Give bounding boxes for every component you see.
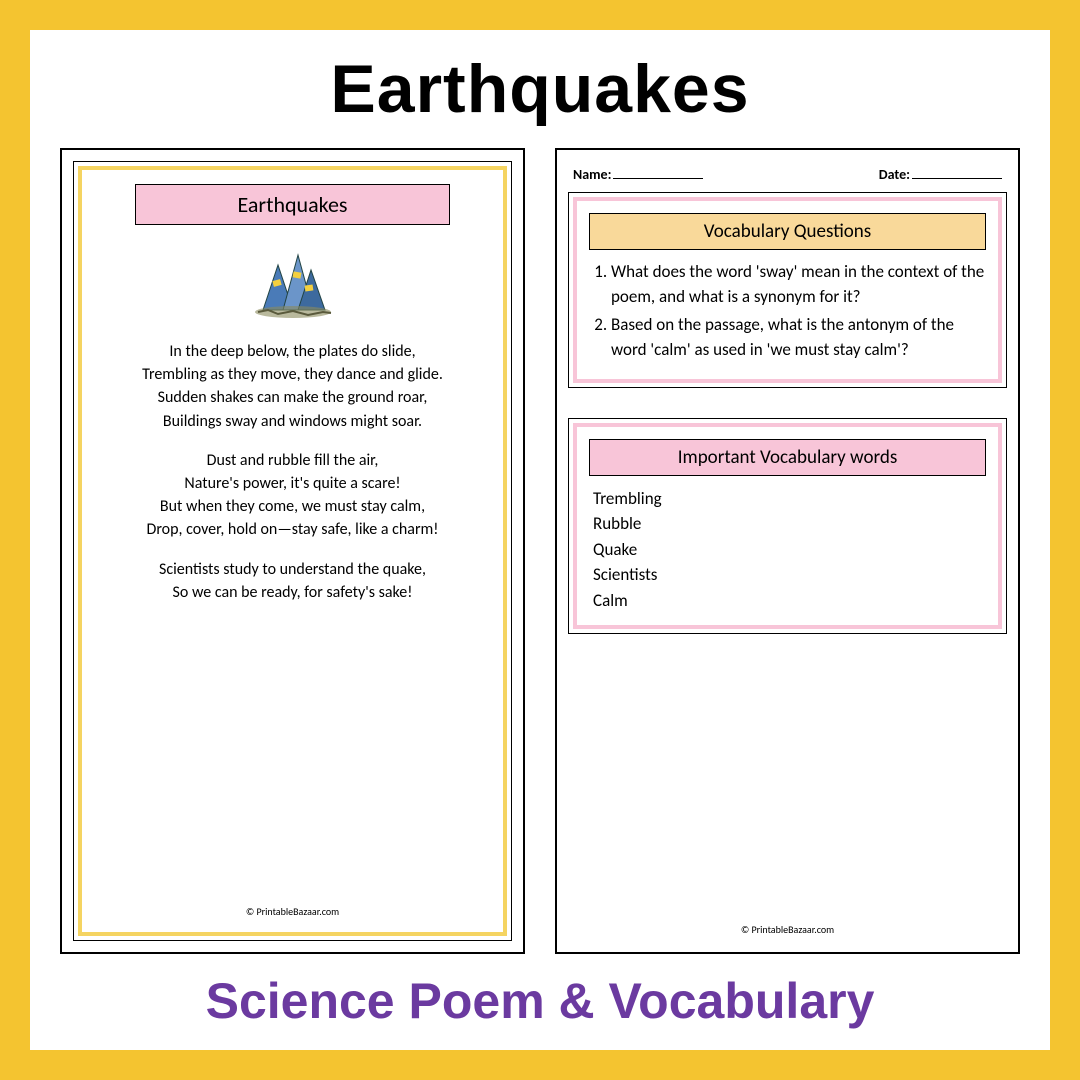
main-title: Earthquakes (60, 50, 1020, 128)
poem-text: In the deep below, the plates do slide, … (142, 340, 443, 620)
questions-section: Vocabulary Questions What does the word … (573, 197, 1002, 383)
vocab-word: Rubble (593, 511, 986, 537)
question-item: What does the word 'sway' mean in the co… (611, 260, 986, 309)
vocab-word: Calm (593, 588, 986, 614)
vocab-list: Trembling Rubble Quake Scientists Calm (589, 486, 986, 614)
vocab-section: Important Vocabulary words Trembling Rub… (573, 423, 1002, 630)
vocab-word: Quake (593, 537, 986, 563)
poem-stanza: Dust and rubble fill the air, Nature's p… (142, 449, 443, 542)
brand-footer: © PrintableBazaar.com (246, 905, 339, 918)
poem-title: Earthquakes (135, 184, 449, 225)
date-field: Date: (879, 166, 1002, 183)
page-inner: Earthquakes Earthquakes (30, 30, 1050, 1050)
vocab-word: Trembling (593, 486, 986, 512)
name-label: Name: (573, 166, 611, 183)
worksheet-card: Name: Date: Vocabulary Questions What do… (555, 148, 1020, 954)
poem-stanza: In the deep below, the plates do slide, … (142, 340, 443, 433)
vocab-word: Scientists (593, 562, 986, 588)
cards-row: Earthquakes In the deep below, the pl (60, 148, 1020, 954)
name-field: Name: (573, 166, 703, 183)
brand-footer: © PrintableBazaar.com (573, 923, 1002, 936)
poem-inner-border: Earthquakes In the deep below, the pl (78, 166, 507, 936)
vocab-header: Important Vocabulary words (589, 439, 986, 476)
poem-stanza: Scientists study to understand the quake… (142, 558, 443, 604)
name-date-row: Name: Date: (573, 166, 1002, 183)
question-item: Based on the passage, what is the antony… (611, 313, 986, 362)
questions-header: Vocabulary Questions (589, 213, 986, 250)
bottom-title: Science Poem & Vocabulary (60, 972, 1020, 1030)
poem-card: Earthquakes In the deep below, the pl (60, 148, 525, 954)
date-label: Date: (879, 166, 910, 183)
questions-list: What does the word 'sway' mean in the co… (589, 260, 986, 363)
earthquake-illustration-icon (243, 240, 343, 325)
